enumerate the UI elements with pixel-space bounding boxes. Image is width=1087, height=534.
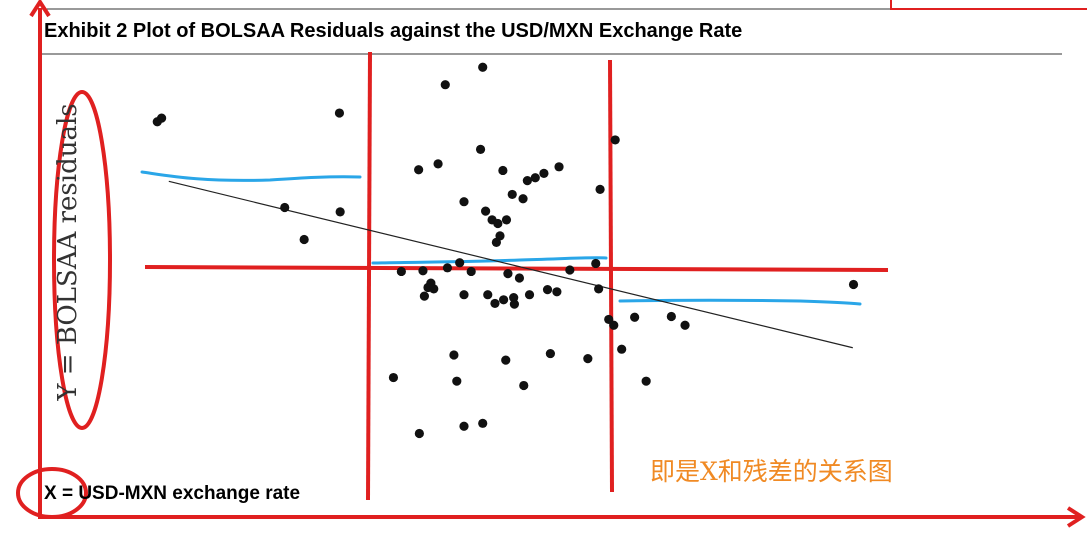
scatter-point xyxy=(542,285,553,295)
red-y-axis-arrowhead xyxy=(29,0,51,18)
scatter-point xyxy=(609,320,619,330)
scatter-point xyxy=(299,234,309,245)
scatter-point xyxy=(641,376,651,386)
scatter-point xyxy=(493,218,503,229)
scatter-point xyxy=(452,376,462,386)
scatter-point xyxy=(552,287,562,297)
scatter-point xyxy=(666,311,676,322)
red-x-axis-arrowhead xyxy=(1066,506,1086,528)
scatter-point xyxy=(498,165,508,176)
scatter-point xyxy=(455,258,465,268)
scatter-point xyxy=(501,355,511,365)
scatter-point xyxy=(591,258,601,269)
scatter-point xyxy=(680,320,690,330)
scatter-point xyxy=(475,144,486,154)
scatter-point xyxy=(478,62,488,72)
red-annotations xyxy=(16,0,1086,528)
red-ylabel-circle xyxy=(52,90,112,430)
scatter-point xyxy=(414,428,424,439)
scatter-point xyxy=(418,266,428,276)
scatter-point xyxy=(429,284,439,294)
scatter-point xyxy=(499,295,509,305)
scatter-point xyxy=(414,165,424,175)
scatter-point xyxy=(442,263,453,273)
scatter-point xyxy=(280,202,290,213)
scatter-point xyxy=(433,159,443,169)
scatter-point xyxy=(848,279,859,290)
regression-trend-line xyxy=(168,180,853,349)
scatter-point xyxy=(530,173,540,183)
scatter-point xyxy=(617,344,627,354)
scatter-point xyxy=(481,206,491,216)
scatter-point xyxy=(335,207,345,217)
scatter-point xyxy=(466,266,476,277)
plot-area xyxy=(152,62,859,439)
red-xlabel-circle xyxy=(16,467,88,519)
red-horizontal-mean-line xyxy=(144,265,889,272)
scatter-point xyxy=(503,269,513,279)
scatter-point xyxy=(509,299,519,309)
y-axis-label: Y = BOLSAA residuals xyxy=(53,103,83,401)
x-axis-label: X = USD-MXN exchange rate xyxy=(44,483,301,504)
scatter-point xyxy=(565,265,575,275)
scatter-point xyxy=(524,290,535,300)
scatter-point xyxy=(501,215,512,225)
scatter-point xyxy=(554,162,564,172)
scatter-point xyxy=(419,291,429,301)
scatter-point xyxy=(630,312,640,322)
scatter-point xyxy=(478,418,488,428)
scatter-point xyxy=(157,113,167,123)
scatter-point xyxy=(583,354,593,364)
scatter-point xyxy=(334,108,345,118)
scatter-point xyxy=(545,348,556,359)
scatter-point xyxy=(514,273,525,283)
blue-segment-left xyxy=(140,170,362,182)
scatter-point xyxy=(594,284,604,294)
scatter-point xyxy=(449,350,459,360)
blue-segment-middle xyxy=(371,256,608,265)
scatter-point xyxy=(459,290,469,300)
scatter-point xyxy=(459,421,469,431)
scatter-point xyxy=(490,298,500,309)
red-vertical-divider-right xyxy=(608,59,614,493)
handwritten-note: 即是X和残差的关系图 xyxy=(650,457,893,486)
scatter-point xyxy=(539,168,549,178)
blue-annotations xyxy=(140,170,862,306)
scatter-point xyxy=(483,290,493,300)
scatter-point xyxy=(519,380,529,391)
red-corner-box xyxy=(890,0,1087,10)
scatter-point xyxy=(595,184,605,194)
scatter-point xyxy=(522,176,532,186)
scatter-point xyxy=(459,197,469,207)
scatter-point xyxy=(440,80,450,90)
scatter-point xyxy=(610,135,620,145)
blue-segment-right xyxy=(618,298,862,306)
scatter-point xyxy=(388,372,399,383)
red-vertical-divider-left xyxy=(366,51,372,501)
scatter-point xyxy=(491,237,501,247)
scatter-point xyxy=(518,194,528,204)
scatter-point xyxy=(507,189,517,200)
chart-title: Exhibit 2 Plot of BOLSAA Residuals again… xyxy=(44,20,743,42)
scatter-point xyxy=(396,266,406,277)
